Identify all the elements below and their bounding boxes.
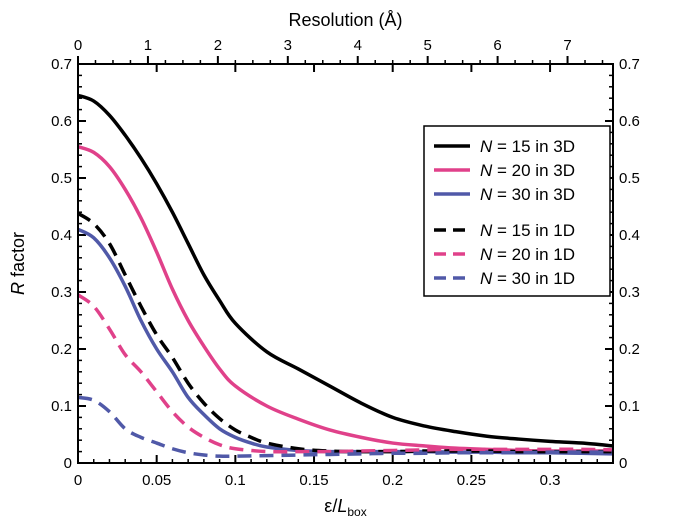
x-axis-title-main: ε/ <box>324 496 337 516</box>
y-tick-label: 0.6 <box>51 113 72 130</box>
x-tick-label: 0.15 <box>299 472 328 489</box>
legend-entry-rest: = 20 in 3D <box>492 161 575 180</box>
x2-tick-label: 4 <box>354 37 362 54</box>
legend-entry-4: N = 15 in 1D <box>480 221 575 240</box>
legend-entry-2: N = 20 in 3D <box>480 161 575 180</box>
x2-tick-label: 1 <box>144 37 152 54</box>
y-axis-title-main: factor <box>8 232 28 282</box>
x-axis-title: ε/Lbox <box>324 496 366 519</box>
series-line-5 <box>76 293 614 454</box>
y-tick-label: 0.3 <box>51 284 72 301</box>
y-tick-label-right: 0.4 <box>619 227 640 244</box>
y-tick-label: 0.1 <box>51 398 72 415</box>
y-axis-title-italic: R <box>8 282 28 295</box>
y-tick-label-right: 0.2 <box>619 341 640 358</box>
x-axis-title-italic: L <box>337 496 347 516</box>
legend-entry-italic: N <box>480 245 493 264</box>
x-axis-title-sub: box <box>347 505 366 519</box>
legend-entry-italic: N <box>480 137 493 156</box>
x-tick-label: 0.1 <box>225 472 246 489</box>
plot-frame <box>77 63 614 464</box>
y-tick-label-right: 0.1 <box>619 398 640 415</box>
y-tick-label-right: 0 <box>619 455 627 472</box>
y-tick-label: 0 <box>64 455 72 472</box>
x2-tick-label: 3 <box>284 37 292 54</box>
legend-entry-rest: = 30 in 3D <box>492 185 575 204</box>
x2-tick-label: 7 <box>563 37 571 54</box>
axis-ticks: 0 0.05 0.1 0.15 0.2 0.25 0.30 1 2 3 4 5 6 70 00.1 0.10.… <box>51 37 640 489</box>
legend-entry-6: N = 30 in 1D <box>480 269 575 288</box>
y-tick-label: 0.2 <box>51 341 72 358</box>
legend-entry-italic: N <box>480 221 493 240</box>
series-lines <box>76 93 614 459</box>
x-tick-label: 0 <box>74 472 82 489</box>
legend: N = 15 in 3DN = 20 in 3DN = 30 in 3DN = … <box>423 125 611 297</box>
y-tick-label-right: 0.7 <box>619 56 640 73</box>
top-axis-title: Resolution (Å) <box>288 10 402 30</box>
y-axis-title: R factor <box>8 232 28 295</box>
x-tick-label: 0.05 <box>142 472 171 489</box>
legend-entry-5: N = 20 in 1D <box>480 245 575 264</box>
x2-tick-label: 0 <box>74 37 82 54</box>
legend-entry-italic: N <box>480 185 493 204</box>
legend-entry-italic: N <box>480 269 493 288</box>
legend-entry-rest: = 30 in 1D <box>492 269 575 288</box>
x2-tick-label: 5 <box>424 37 432 54</box>
x2-tick-label: 6 <box>493 37 501 54</box>
y-tick-label-right: 0.6 <box>619 113 640 130</box>
x-tick-label: 0.25 <box>457 472 486 489</box>
legend-entry-rest: = 20 in 1D <box>492 245 575 264</box>
x-tick-label: 0.2 <box>382 472 403 489</box>
x2-tick-label: 2 <box>214 37 222 54</box>
y-tick-label-right: 0.3 <box>619 284 640 301</box>
y-tick-label: 0.5 <box>51 170 72 187</box>
legend-entry-italic: N <box>480 161 493 180</box>
legend-entry-rest: = 15 in 3D <box>492 137 575 156</box>
y-tick-label: 0.4 <box>51 227 72 244</box>
legend-entry-1: N = 15 in 3D <box>480 137 575 156</box>
series-line-1 <box>77 93 614 448</box>
legend-box <box>423 125 611 297</box>
y-tick-label: 0.7 <box>51 56 72 73</box>
y-tick-label-right: 0.5 <box>619 170 640 187</box>
legend-entry-3: N = 30 in 3D <box>480 185 575 204</box>
x-tick-label: 0.3 <box>540 472 561 489</box>
legend-entry-rest: = 15 in 1D <box>492 221 575 240</box>
series-line-6 <box>77 395 613 459</box>
